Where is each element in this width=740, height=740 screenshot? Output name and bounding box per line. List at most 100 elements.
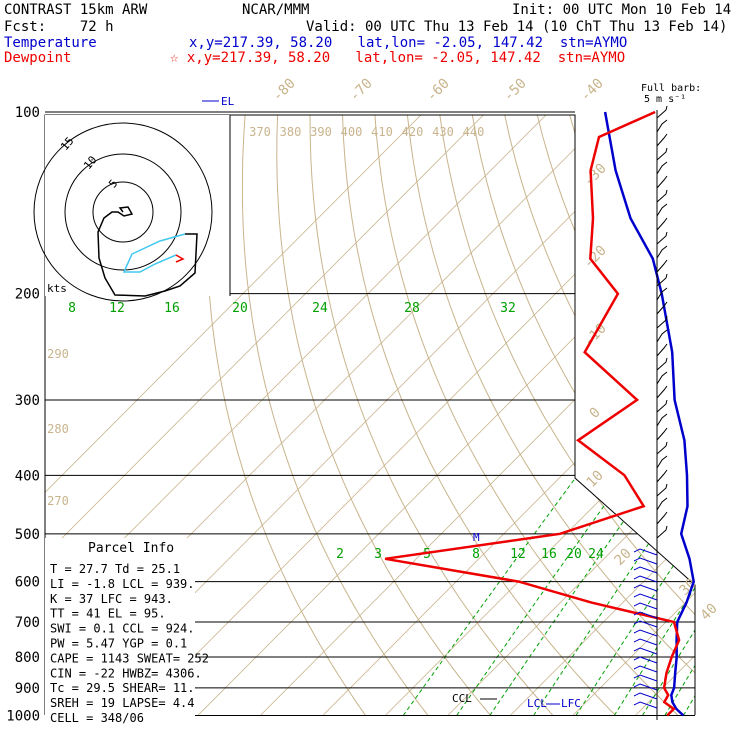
isotherm-line [45, 115, 487, 715]
parcel-row: PW = 5.47 YGP = 0.1 [50, 637, 187, 651]
isotherm-label: -50 [501, 76, 530, 105]
pressure-tick-label: 500 [15, 527, 40, 543]
wind-barb [656, 329, 668, 343]
wind-barb [656, 343, 668, 357]
wind-barb [656, 455, 668, 469]
mixing-ratio-line [682, 293, 695, 715]
mixing-ratio-label: 32 [500, 301, 516, 316]
parcel-row: SREH = 19 LAPSE= 4.4 [50, 696, 195, 710]
model-title: CONTRAST 15km ARW [4, 2, 148, 18]
level-markers: EL M CCL LCL LFC [202, 95, 581, 710]
wind-barb [656, 217, 668, 231]
dry-adiabat-line [503, 115, 695, 715]
parcel-row: CELL = 348/06 [50, 711, 144, 725]
hodograph-ring [64, 153, 182, 271]
dry-adiabat-line [276, 115, 491, 715]
hodograph-trace-mid [122, 233, 186, 273]
wind-barb [656, 483, 668, 497]
wind-barb [633, 584, 658, 592]
parcel-title: Parcel Info [88, 541, 174, 556]
isotherm-line [45, 115, 425, 715]
mixing-ratio-label: 12 [510, 547, 526, 562]
dry-adiabat-line [206, 115, 367, 715]
wind-barb [656, 133, 668, 147]
pressure-tick-label: 800 [15, 650, 40, 666]
temperature-legend: Temperature [4, 35, 97, 51]
isotherm-label: 10 [584, 468, 607, 491]
wind-barb [633, 593, 658, 601]
mixing-ratio-label: 8 [472, 547, 480, 562]
theta-label: 440 [463, 125, 485, 139]
parcel-row: K = 37 LFC = 943. [50, 592, 173, 606]
wind-barb [633, 629, 658, 637]
wind-barb [656, 315, 668, 329]
theta-label: 380 [280, 125, 302, 139]
wind-barb [633, 638, 658, 646]
mixing-ratio-label: 16 [541, 547, 557, 562]
wind-barb [656, 189, 668, 203]
wind-barb [656, 231, 668, 245]
theta-label: 370 [249, 125, 271, 139]
mixing-ratio-line [664, 293, 695, 715]
wind-barb [633, 647, 658, 655]
ccl-marker-label: CCL [452, 692, 472, 705]
parcel-row: TT = 41 EL = 95. [50, 607, 166, 621]
wind-barb [656, 357, 668, 371]
wind-barb [656, 385, 668, 399]
pressure-tick-label: 300 [15, 393, 40, 409]
dry-adiabat-line [341, 115, 616, 715]
dry-adiabat-line [536, 115, 695, 715]
dewpoint-legend: Dewpoint [4, 50, 72, 66]
dry-adiabat-line [406, 115, 695, 715]
dewpoint-location: ☆ x,y=217.39, 58.20 lat,lon= -2.05, 147.… [170, 50, 626, 66]
mixing-ratio-label: 24 [588, 547, 604, 562]
theta-label: 430 [432, 125, 454, 139]
barb-legend-unit: 5 m s⁻¹ [644, 94, 687, 105]
mixing-ratio-line [713, 294, 740, 716]
isotherm-line [698, 112, 740, 716]
org-label: NCAR/MMM [242, 2, 310, 18]
wind-barb [633, 701, 658, 709]
parcel-row: Tc = 29.5 SHEAR= 11. [50, 681, 195, 695]
wind-barb [656, 147, 668, 161]
parcel-background [45, 538, 195, 728]
isotherm-label: -20 [581, 243, 610, 272]
wind-barb [656, 413, 668, 427]
hodograph-trace-high [175, 254, 185, 263]
wind-barbs [633, 105, 668, 720]
parcel-row: SWI = 0.1 CCL = 924. [50, 622, 195, 636]
lfc-marker-label: LFC [561, 697, 581, 710]
wind-barb [656, 105, 668, 119]
isotherm-label: 20 [612, 546, 635, 569]
pressure-tick-label: 900 [15, 681, 40, 697]
mixing-ratio-label: 3 [374, 547, 382, 562]
mixing-ratio-line [699, 294, 740, 716]
wind-barb [656, 287, 668, 301]
mixing-ratio-label: 12 [109, 301, 125, 316]
dry-adiabat-line [731, 112, 740, 716]
theta-label: 290 [47, 347, 69, 361]
wind-barb [656, 441, 668, 455]
isotherm-line [447, 115, 695, 715]
dry-adiabat-line [471, 115, 695, 715]
wind-barb [633, 557, 658, 565]
theta-label: 280 [47, 422, 69, 436]
hodograph-ring [92, 181, 154, 243]
mixing-ratio-label: 20 [232, 301, 248, 316]
wind-barb [656, 161, 668, 175]
m-marker-label: M [473, 531, 480, 544]
mixing-ratio-label: 8 [68, 301, 76, 316]
mixing-ratio-label: 2 [336, 547, 344, 562]
wind-barb [633, 575, 658, 583]
isotherm-label: 40 [698, 601, 721, 624]
wind-barb [633, 683, 658, 691]
wind-barb [633, 611, 658, 619]
hodograph-unit-label: kts [47, 282, 67, 295]
isotherm-label: -70 [347, 76, 376, 105]
dry-adiabat-line [633, 115, 695, 715]
wind-barb [656, 525, 668, 539]
wind-barb [656, 245, 668, 259]
wind-barb [656, 469, 668, 483]
wind-barb [656, 175, 668, 189]
pressure-tick-label: 400 [15, 468, 40, 484]
